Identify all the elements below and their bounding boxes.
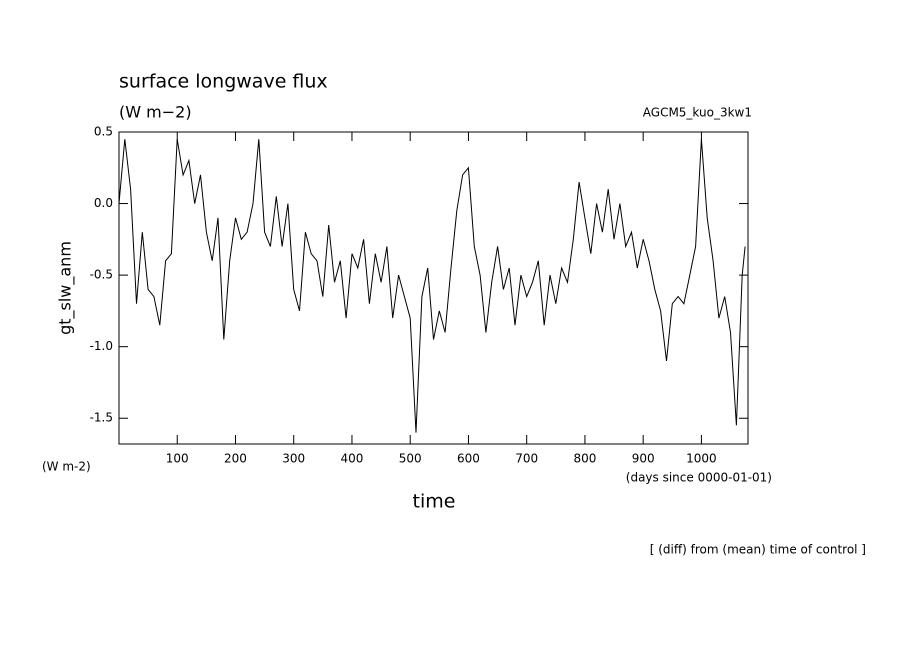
x-tick-label: 800 [573, 452, 596, 466]
y-axis-label: gt_slw_anm [56, 241, 76, 335]
y-tick-label: -1.5 [90, 411, 113, 425]
units: (W m−2) [119, 103, 192, 122]
x-tick-label: 200 [224, 452, 247, 466]
x-tick-label: 300 [282, 452, 305, 466]
y-tick-label: 0.0 [94, 196, 113, 210]
x-tick-label: 600 [457, 452, 480, 466]
x-units: (days since 0000-01-01) [626, 471, 772, 485]
plot-frame [118, 131, 749, 445]
x-tick-label: 1000 [686, 452, 717, 466]
y-tick-label: -0.5 [90, 268, 113, 282]
y-tick-label: 0.5 [94, 125, 113, 139]
y-units: (W m-2) [42, 460, 91, 474]
x-tick-label: 100 [166, 452, 189, 466]
x-tick-label: 500 [399, 452, 422, 466]
x-tick-label: 700 [515, 452, 538, 466]
experiment: AGCM5_kuo_3kw1 [643, 106, 752, 120]
chart-title: surface longwave flux [119, 71, 328, 93]
x-tick-label: 900 [632, 452, 655, 466]
footnote: [ (diff) from (mean) time of control ] [650, 543, 866, 557]
data-line [118, 139, 746, 433]
x-tick-label: 400 [341, 452, 364, 466]
x-axis-label: time [413, 491, 456, 513]
y-tick-label: -1.0 [90, 339, 113, 353]
